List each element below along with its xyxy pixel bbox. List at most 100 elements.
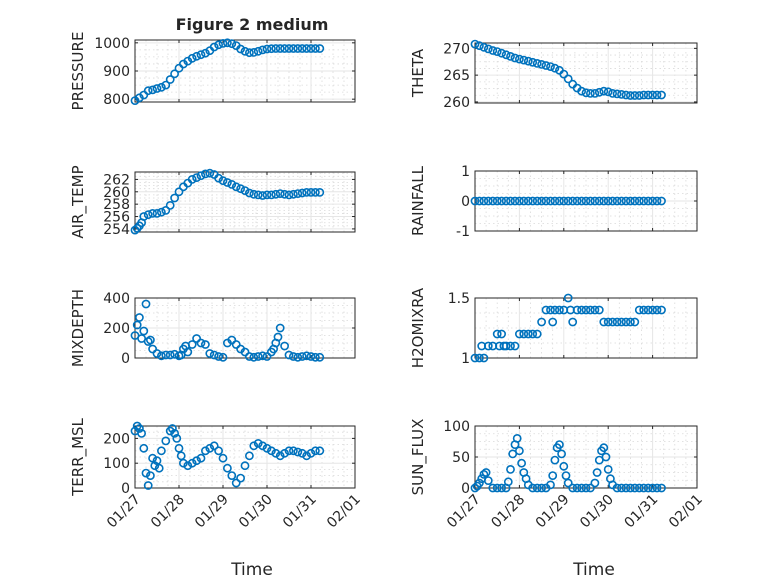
data-point [145,471,155,480]
y-tick-label: 900 [103,64,130,80]
data-point [280,44,289,53]
data-point [510,196,520,206]
subplot-terr-msl: 0 100 200 TERR_MSL [69,417,356,497]
data-point [258,441,267,451]
data-point [497,329,506,339]
data-point [161,80,171,90]
data-point [258,191,267,200]
data-point [568,196,578,206]
y-tick-label: 800 [103,92,130,108]
data-point [515,54,524,64]
y-axis-label: PRESSURE [69,32,87,111]
data-point [599,443,609,453]
data-point [132,223,142,233]
data-point [200,340,210,349]
data-point [244,188,254,198]
data-point [541,305,551,315]
data-point [293,447,303,457]
data-point [643,90,653,100]
data-point [652,483,662,493]
data-point [150,461,160,471]
data-point [546,62,555,71]
data-point [231,478,241,488]
data-point [488,483,498,493]
data-point [280,341,289,351]
data-point [474,41,484,51]
data-point [563,478,573,488]
data-point [639,305,649,315]
data-point [657,90,666,100]
data-point [523,329,533,339]
data-point [503,477,513,487]
data-point [236,473,245,483]
data-point [621,483,631,493]
data-point [209,441,219,451]
data-point [231,182,241,192]
data-point [306,448,316,458]
data-point [196,50,206,60]
data-point [497,483,506,493]
data-point [170,69,179,79]
axes-box [474,297,698,359]
axes-box [134,425,356,489]
data-point [178,458,188,468]
y-axis-label: SUN_FLUX [409,419,428,496]
data-point [148,85,157,95]
data-point [603,464,613,474]
data-point [161,436,171,446]
data-point [288,446,298,456]
data-point [148,453,157,463]
data-point [200,446,210,456]
y-tick-label: 100 [443,419,470,435]
data-point [470,39,480,49]
data-point [501,341,511,351]
data-point [315,44,325,53]
data-point [253,190,263,200]
data-point [541,196,551,206]
data-point [288,189,298,199]
axes-box [474,42,698,104]
data-point [497,196,506,206]
data-point [249,441,259,451]
data-point [555,196,564,206]
data-point [492,483,502,493]
data-point [492,47,502,56]
data-point [557,449,566,459]
data-point [586,483,595,493]
data-point [599,317,609,327]
y-tick-label: 254 [103,222,130,238]
data-point [577,483,586,493]
x-axis-label-right: Time [572,560,615,580]
data-point [183,461,193,471]
subplot-h2omixra: 1 1.5 H2OMIXRA [409,287,698,368]
data-point [581,196,591,206]
data-point [537,196,546,206]
data-point [132,421,142,431]
y-axis-label: AIR_TEMP [69,165,88,238]
data-point [657,196,666,206]
data-point [306,352,316,361]
data-point [306,44,316,53]
data-point [227,471,237,480]
data-point [488,196,498,206]
data-point [240,46,250,56]
data-point [590,305,600,315]
data-point [275,323,285,333]
data-point [187,174,197,184]
data-point [172,433,182,443]
data-point [532,59,542,68]
data-point [643,196,653,206]
data-point [273,332,283,342]
y-tick-label: 265 [443,68,470,84]
y-tick-label: 400 [103,291,130,307]
data-point [284,350,294,360]
data-point [657,305,666,315]
data-point [550,196,560,206]
data-point [626,317,635,327]
data-point [271,189,281,199]
data-point [510,53,520,63]
data-point [510,341,520,351]
data-point [639,90,649,100]
y-tick-label: 1000 [94,36,130,52]
